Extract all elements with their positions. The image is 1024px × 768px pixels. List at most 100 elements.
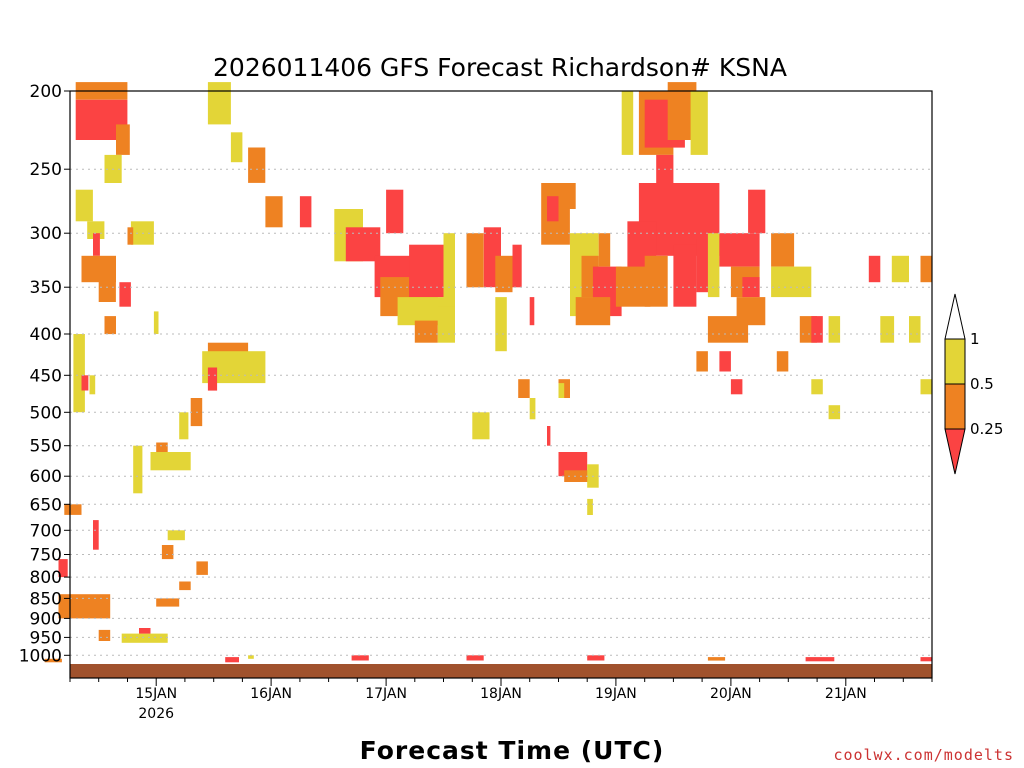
ri-cell-yellow <box>707 233 720 298</box>
ri-cell-orange <box>558 379 570 398</box>
ri-cell-red <box>805 657 835 662</box>
legend-level-1: 1 <box>970 330 980 348</box>
ytick-label-750: 750 <box>30 546 62 566</box>
ytick-label-400: 400 <box>30 325 62 345</box>
ri-cell-orange <box>696 351 708 372</box>
ri-cell-red <box>386 189 404 234</box>
ri-cell-red <box>920 657 932 662</box>
ri-cell-red <box>719 351 731 372</box>
ri-cell-orange <box>920 255 932 283</box>
ri-cell-orange <box>161 545 174 560</box>
ground-surface <box>70 664 932 678</box>
ri-cell-orange <box>575 297 611 326</box>
richardson-cells <box>44 82 932 663</box>
ri-cell-yellow <box>811 379 823 395</box>
ri-cell-yellow <box>495 297 507 352</box>
chart-title: 2026011406 GFS Forecast Richardson# KSNA <box>213 53 787 82</box>
ytick-label-250: 250 <box>30 160 62 180</box>
ri-cell-yellow <box>443 233 455 317</box>
ri-cell-red <box>345 227 381 262</box>
ytick-label-600: 600 <box>30 467 62 487</box>
ri-cell-red <box>512 244 522 288</box>
ri-cell-orange <box>156 598 180 607</box>
ri-cell-orange <box>248 147 266 183</box>
ri-cell-orange <box>707 316 749 343</box>
pressure-axis: 200 250 300 350 400 450 500 550 600 650 700 7508008… <box>19 82 70 666</box>
ri-cell-orange <box>771 233 795 267</box>
color-legend: 1 0.5 0.25 <box>944 293 1003 475</box>
ri-cell-yellow <box>89 375 96 395</box>
ri-cell-orange <box>44 658 62 663</box>
ri-cell-orange <box>466 233 484 288</box>
ri-cell-yellow <box>558 383 565 398</box>
x-axis-label: Forecast Time (UTC) <box>360 736 665 765</box>
ri-cell-red <box>529 297 535 326</box>
ri-cell-yellow <box>828 405 841 420</box>
ri-cell-red <box>139 628 151 634</box>
ri-cell-red <box>93 233 100 256</box>
ri-cell-orange <box>116 124 130 155</box>
ri-cell-yellow <box>909 316 921 343</box>
xtick-label-17JAN: 17JAN <box>365 686 407 702</box>
ri-cell-orange <box>127 227 134 245</box>
ytick-label-1000: 1000 <box>19 646 62 666</box>
ri-cell-yellow <box>621 91 634 155</box>
credit-text: coolwx.com/modelts <box>833 746 1014 764</box>
ytick-label-300: 300 <box>30 224 62 244</box>
ri-cell-red <box>547 426 551 446</box>
ri-cell-orange <box>179 581 191 591</box>
ri-cell-yellow <box>891 255 909 283</box>
xtick-label-19JAN: 19JAN <box>595 686 637 702</box>
ri-cell-yellow <box>87 221 105 239</box>
ytick-label-850: 850 <box>30 589 62 609</box>
ytick-label-200: 200 <box>30 82 62 102</box>
ri-cell-yellow <box>472 412 490 440</box>
ri-cell-orange <box>64 504 82 515</box>
ri-cell-red <box>673 244 697 307</box>
ytick-label-950: 950 <box>30 628 62 648</box>
ri-cell-orange <box>98 277 116 302</box>
legend-red-arrow <box>944 428 966 475</box>
ytick-label-700: 700 <box>30 521 62 541</box>
ri-cell-yellow <box>690 91 708 155</box>
time-axis: 15JAN 2026 16JAN 17JAN 18JAN 19JAN 20JAN 21JAN <box>69 678 933 722</box>
legend-orange-box <box>944 383 966 430</box>
ri-cell-red <box>225 657 239 663</box>
ri-cell-red <box>868 255 881 283</box>
ri-cell-yellow <box>75 189 93 222</box>
legend-yellow-box <box>944 338 966 385</box>
ri-cell-orange <box>495 255 513 293</box>
xtick-label-15JAN: 15JAN <box>135 686 177 702</box>
ri-cell-orange <box>104 316 116 335</box>
ri-cell-red <box>58 559 68 578</box>
ri-cell-yellow <box>880 316 895 343</box>
legend-white-arrow <box>944 293 966 340</box>
ri-cell-orange <box>156 442 168 459</box>
plot-frame <box>69 90 933 679</box>
ri-cell-orange <box>58 594 111 619</box>
ri-cell-yellow <box>587 498 593 515</box>
ytick-label-500: 500 <box>30 403 62 423</box>
ri-cell-orange <box>414 320 438 343</box>
ri-cell-red <box>409 244 450 298</box>
ri-cell-yellow <box>230 132 243 163</box>
ri-cell-yellow <box>771 266 812 298</box>
ri-cell-yellow <box>920 379 932 395</box>
ri-cell-yellow <box>121 633 168 643</box>
ytick-label-900: 900 <box>30 609 62 629</box>
ytick-label-350: 350 <box>30 278 62 298</box>
ri-cell-orange <box>598 233 611 267</box>
xtick-label-20JAN: 20JAN <box>710 686 752 702</box>
ri-cell-red <box>547 196 559 222</box>
ri-cell-orange <box>265 196 283 228</box>
ri-cell-red <box>81 375 89 391</box>
xtick-label-21JAN: 21JAN <box>825 686 867 702</box>
ri-cell-yellow <box>437 306 455 343</box>
ri-cell-orange <box>644 255 668 307</box>
ri-cell-yellow <box>828 316 841 343</box>
ri-cell-orange <box>196 561 208 575</box>
ri-cell-orange <box>98 629 111 641</box>
ri-cell-yellow <box>167 530 185 541</box>
ri-cell-red <box>299 196 312 228</box>
